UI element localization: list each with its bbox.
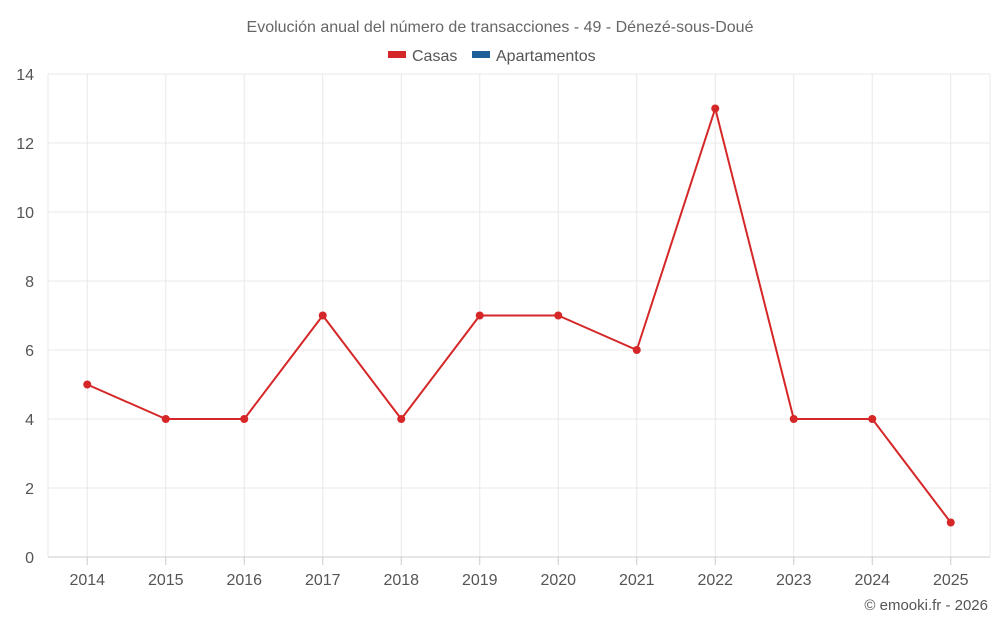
x-tick-label: 2016	[226, 572, 262, 589]
x-tick-label: 2018	[383, 572, 419, 589]
data-point[interactable]	[868, 415, 877, 423]
data-point[interactable]	[318, 311, 327, 320]
x-axis-ticks: 2014 2015 2016 2017 2018 2019 2020 2021 2022 2023…	[69, 557, 969, 589]
y-tick-label: 2	[25, 481, 34, 498]
data-point[interactable]	[161, 415, 170, 423]
data-point[interactable]	[711, 104, 720, 113]
legend-label-casas[interactable]: Casas	[412, 48, 457, 65]
credit-text: © emooki.fr - 2026	[864, 597, 988, 614]
series-line-casas	[86, 107, 952, 524]
data-point[interactable]	[475, 311, 484, 320]
y-tick-label: 10	[16, 205, 34, 222]
x-tick-label: 2022	[697, 572, 733, 589]
chart-title: Evolución anual del número de transaccio…	[247, 19, 754, 36]
x-tick-label: 2019	[462, 572, 498, 589]
y-tick-label: 12	[16, 136, 34, 153]
data-point[interactable]	[554, 311, 563, 320]
y-tick-label: 8	[25, 274, 34, 291]
series	[83, 104, 955, 527]
y-tick-label: 14	[16, 67, 34, 84]
x-tick-label: 2024	[854, 572, 890, 589]
x-tick-label: 2023	[776, 572, 812, 589]
x-tick-label: 2020	[540, 572, 576, 589]
data-point[interactable]	[789, 415, 798, 423]
legend-swatch-apartamentos[interactable]	[472, 51, 490, 58]
legend-swatch-casas[interactable]	[388, 51, 406, 58]
data-point[interactable]	[397, 415, 406, 423]
data-point[interactable]	[946, 518, 955, 527]
x-tick-label: 2021	[619, 572, 655, 589]
y-tick-label: 6	[25, 343, 34, 360]
x-tick-label: 2017	[305, 572, 341, 589]
y-tick-label: 4	[25, 412, 34, 429]
data-point[interactable]	[83, 380, 92, 389]
data-point[interactable]	[240, 415, 249, 423]
y-axis-ticks: 0 2 4 6 8 10 12 14	[16, 67, 34, 567]
x-tick-label: 2014	[69, 572, 105, 589]
data-point[interactable]	[632, 346, 641, 354]
x-tick-label: 2025	[933, 572, 969, 589]
legend: Casas Apartamentos	[388, 48, 596, 65]
legend-label-apartamentos[interactable]: Apartamentos	[496, 48, 596, 65]
x-tick-label: 2015	[148, 572, 184, 589]
y-tick-label: 0	[25, 550, 34, 567]
